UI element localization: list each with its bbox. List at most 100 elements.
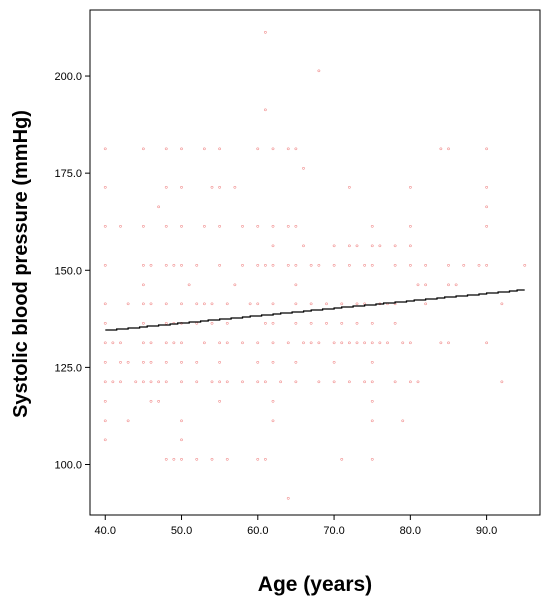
data-point: °	[103, 186, 108, 196]
data-point: °	[202, 341, 207, 351]
data-point: °	[118, 341, 123, 351]
data-point: °	[370, 399, 375, 409]
data-point: °	[271, 263, 276, 273]
data-point: °	[339, 322, 344, 332]
data-point: °	[195, 263, 200, 273]
data-point: °	[271, 147, 276, 157]
data-point: °	[103, 263, 108, 273]
data-point: °	[317, 69, 322, 79]
y-axis: 100.0 125.0 150.0 175.0 200.0	[54, 71, 90, 472]
data-point: °	[256, 458, 261, 468]
data-point: °	[271, 322, 276, 332]
data-point: °	[103, 419, 108, 429]
data-point: °	[217, 399, 222, 409]
data-point: °	[164, 225, 169, 235]
data-point: °	[126, 361, 131, 371]
data-point: °	[423, 263, 428, 273]
data-point: °	[149, 361, 154, 371]
data-point: °	[179, 419, 184, 429]
data-point: °	[332, 380, 337, 390]
data-point: °	[126, 302, 131, 312]
data-point: °	[385, 341, 390, 351]
data-point: °	[370, 263, 375, 273]
y-tick-label: 175.0	[54, 168, 82, 180]
data-point: °	[339, 458, 344, 468]
data-point: °	[378, 302, 383, 312]
data-point: °	[202, 302, 207, 312]
x-axis: 40.0 50.0 60.0 70.0 80.0 90.0	[95, 515, 497, 537]
x-tick-label: 40.0	[95, 525, 116, 537]
data-point: °	[362, 302, 367, 312]
data-point: °	[454, 283, 459, 293]
data-point: °	[210, 186, 215, 196]
data-point: °	[210, 380, 215, 390]
data-point: °	[256, 302, 261, 312]
data-point: °	[370, 244, 375, 254]
data-point: °	[256, 263, 261, 273]
data-point: °	[309, 341, 314, 351]
data-point: °	[141, 341, 146, 351]
data-point: °	[484, 147, 489, 157]
y-tick-label: 100.0	[54, 460, 82, 472]
data-point: °	[370, 380, 375, 390]
data-point: °	[439, 147, 444, 157]
data-point: °	[256, 225, 261, 235]
x-tick-label: 50.0	[171, 525, 192, 537]
data-point: °	[400, 419, 405, 429]
data-point: °	[362, 341, 367, 351]
data-point: °	[294, 283, 299, 293]
data-point: °	[278, 380, 283, 390]
x-tick-label: 60.0	[247, 525, 268, 537]
data-point: °	[103, 361, 108, 371]
data-point: °	[118, 361, 123, 371]
data-point: °	[217, 380, 222, 390]
data-point: °	[446, 263, 451, 273]
data-point: °	[408, 341, 413, 351]
data-point: °	[301, 244, 306, 254]
plot-frame	[89, 9, 541, 516]
data-point: °	[164, 361, 169, 371]
data-point: °	[423, 302, 428, 312]
data-point: °	[370, 225, 375, 235]
data-point: °	[370, 458, 375, 468]
data-point: °	[271, 302, 276, 312]
data-point: °	[248, 302, 253, 312]
data-point: °	[324, 322, 329, 332]
data-point: °	[500, 302, 505, 312]
data-point: °	[103, 302, 108, 312]
data-point: °	[179, 186, 184, 196]
data-point: °	[179, 341, 184, 351]
data-point: °	[294, 302, 299, 312]
data-point: °	[118, 225, 123, 235]
data-point: °	[446, 283, 451, 293]
data-point: °	[103, 380, 108, 390]
data-point: °	[164, 322, 169, 332]
data-point: °	[256, 380, 261, 390]
data-point: °	[271, 244, 276, 254]
data-point: °	[294, 322, 299, 332]
data-point: °	[179, 302, 184, 312]
data-point: °	[172, 322, 177, 332]
data-point: °	[370, 341, 375, 351]
data-point: °	[141, 147, 146, 157]
data-point: °	[217, 186, 222, 196]
data-point: °	[111, 341, 116, 351]
data-point: °	[225, 380, 230, 390]
data-point: °	[217, 225, 222, 235]
data-point: °	[210, 458, 215, 468]
data-point: °	[103, 341, 108, 351]
data-point: °	[195, 380, 200, 390]
data-point: °	[294, 361, 299, 371]
data-point: °	[370, 322, 375, 332]
data-point: °	[347, 341, 352, 351]
data-point: °	[423, 283, 428, 293]
data-point: °	[179, 225, 184, 235]
data-point: °	[149, 341, 154, 351]
data-point: °	[393, 302, 398, 312]
data-point: °	[141, 283, 146, 293]
data-point: °	[309, 322, 314, 332]
data-point: °	[225, 322, 230, 332]
y-tick-label: 200.0	[54, 71, 82, 83]
data-point: °	[141, 263, 146, 273]
